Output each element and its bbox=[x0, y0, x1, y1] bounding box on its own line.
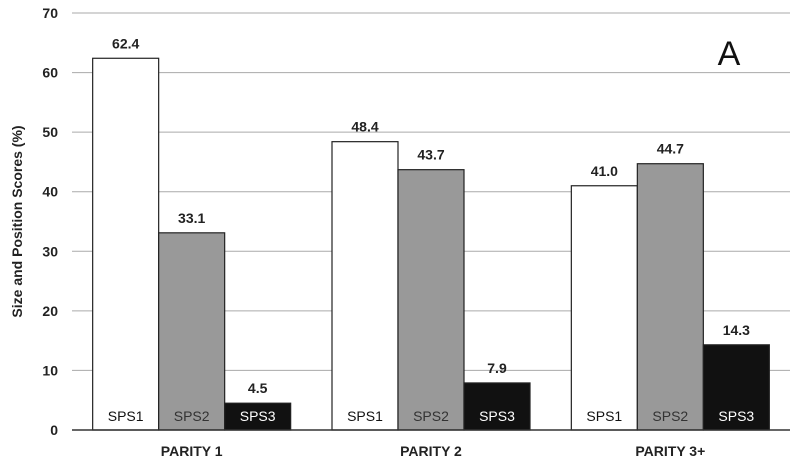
y-tick-label: 50 bbox=[42, 124, 58, 140]
y-tick-label: 40 bbox=[42, 184, 58, 200]
series-label: SPS1 bbox=[108, 408, 144, 424]
series-label: SPS2 bbox=[652, 408, 688, 424]
y-tick-label: 70 bbox=[42, 5, 58, 21]
data-label: 7.9 bbox=[487, 360, 507, 376]
y-tick-label: 30 bbox=[42, 243, 58, 259]
data-label: 4.5 bbox=[248, 380, 268, 396]
series-label: SPS1 bbox=[586, 408, 622, 424]
data-label: 14.3 bbox=[723, 322, 750, 338]
panel-label: A bbox=[718, 35, 741, 73]
y-tick-label: 0 bbox=[50, 422, 58, 438]
data-label: 33.1 bbox=[178, 210, 205, 226]
series-label: SPS3 bbox=[240, 408, 276, 424]
y-tick-label: 60 bbox=[42, 65, 58, 81]
y-tick-label: 10 bbox=[42, 362, 58, 378]
bar-sps1-3 bbox=[570, 185, 638, 431]
series-label: SPS3 bbox=[718, 408, 754, 424]
data-label: 41.0 bbox=[591, 163, 618, 179]
y-tick-label: 20 bbox=[42, 303, 58, 319]
series-label: SPS2 bbox=[413, 408, 449, 424]
bar-sps2-1 bbox=[158, 232, 226, 431]
bar-sps2-3 bbox=[636, 163, 704, 431]
series-label: SPS3 bbox=[479, 408, 515, 424]
series-label: SPS2 bbox=[174, 408, 210, 424]
category-labels: PARITY 1 PARITY 2 PARITY 3+ bbox=[161, 443, 705, 459]
bar-sps3-3 bbox=[702, 344, 770, 431]
bar-sps1-1 bbox=[92, 57, 160, 431]
bars: 62.4 SPS1 33.1 SPS2 4.5 SPS3 48.4 SPS1 43.7 SPS2 7… bbox=[92, 35, 770, 431]
x-tick-label: PARITY 3+ bbox=[635, 443, 705, 459]
bar-sps2-2 bbox=[397, 169, 465, 431]
x-tick-label: PARITY 2 bbox=[400, 443, 462, 459]
bar-sps3-2 bbox=[463, 382, 531, 431]
data-label: 62.4 bbox=[112, 35, 139, 51]
series-label: SPS1 bbox=[347, 408, 383, 424]
data-label: 44.7 bbox=[657, 141, 684, 157]
x-tick-label: PARITY 1 bbox=[161, 443, 223, 459]
data-label: 43.7 bbox=[417, 147, 444, 163]
y-tick-labels: 0 10 20 30 40 50 60 70 bbox=[42, 5, 58, 438]
data-label: 48.4 bbox=[351, 119, 378, 135]
y-axis-label: Size and Position Scores (%) bbox=[9, 125, 25, 317]
bar-sps1-2 bbox=[331, 141, 399, 431]
